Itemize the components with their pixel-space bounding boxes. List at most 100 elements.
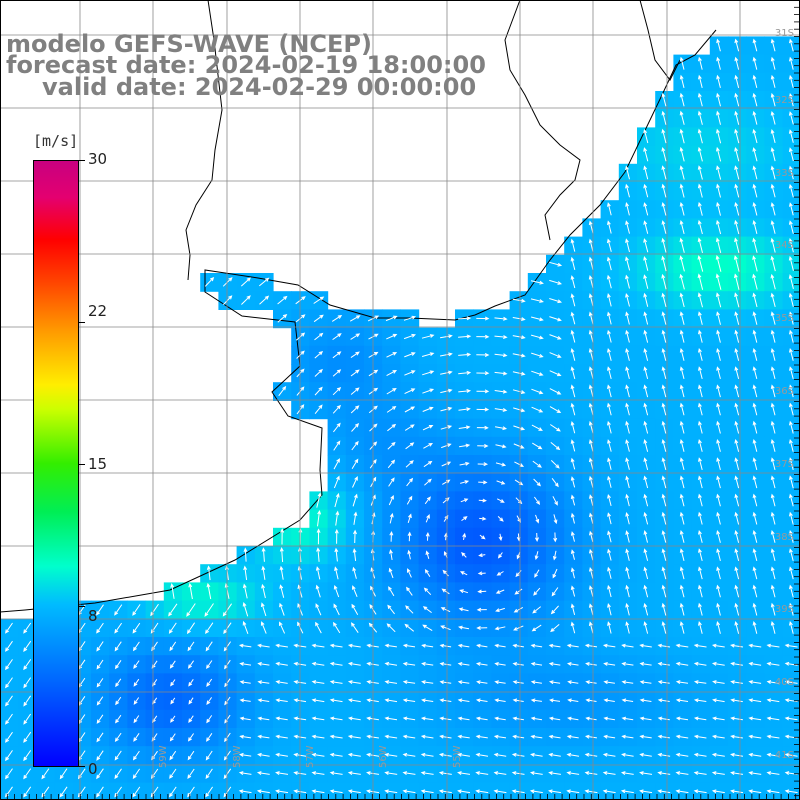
wind-arrow [788,111,794,125]
wind-arrow [661,402,667,416]
wind-arrow [96,786,104,798]
wind-arrow [770,366,776,380]
wind-arrow [239,716,251,721]
wind-arrow [621,698,634,703]
wind-arrow [329,771,343,776]
wind-arrow [549,261,563,267]
wind-arrow [784,752,798,757]
wind-arrow [716,511,721,525]
wind-arrow [329,789,343,794]
wind-arrow [59,768,68,780]
wind-arrow [457,752,470,757]
wind-arrow [698,438,703,452]
wind-arrow [278,385,287,397]
wind-arrow [584,752,598,757]
wind-arrow [748,680,762,685]
wind-arrows [5,38,798,798]
wind-arrow [513,407,526,413]
wind-arrow [661,602,667,616]
wind-arrow [529,771,543,776]
wind-arrow [439,643,452,648]
wind-arrow [332,369,342,377]
wind-arrow [734,511,740,525]
wind-arrow [205,768,213,780]
wind-arrow [588,293,594,307]
wind-arrow [734,202,740,216]
wind-arrow [512,353,526,358]
wind-arrow [422,406,434,412]
wind-arrow [770,384,776,398]
wind-arrow [548,771,561,776]
wind-arrow [716,566,721,580]
wind-arrow [402,698,416,703]
wind-arrow [770,292,776,308]
wind-arrow [457,789,471,794]
wind-arrow [552,496,558,506]
wind-arrow [570,402,576,416]
wind-arrow [402,716,416,721]
wind-arrow [675,680,689,685]
wind-arrow [588,621,594,634]
wind-arrow [770,438,776,452]
wind-arrow [458,389,472,393]
wind-arrow [511,771,525,776]
wind-arrow [697,92,703,107]
wind-arrow [458,352,472,357]
wind-arrow [607,457,612,470]
wind-arrow [311,752,325,757]
wind-arrow [589,548,594,561]
wind-arrow [752,237,758,253]
wind-arrow [59,786,68,798]
wind-arrow [206,697,213,705]
wind-arrow [679,493,685,507]
wind-arrow [114,660,122,670]
wind-arrow [550,624,560,633]
wind-arrow [734,548,740,562]
wind-arrow [440,370,453,375]
lat-label: 31S [774,28,794,39]
wind-arrow [349,315,361,322]
wind-arrow [570,329,576,343]
wind-arrow [347,734,361,739]
wind-arrow [261,583,266,599]
wind-arrow [459,571,468,576]
wind-arrow [752,584,758,598]
wind-arrow [476,407,490,412]
wind-arrow [789,566,794,580]
wind-arrow [679,457,685,471]
wind-arrow [679,621,685,634]
wind-arrow [475,662,488,666]
wind-arrow [512,643,524,648]
wind-arrow [115,696,122,706]
wind-arrow [333,603,340,616]
wind-arrow [570,293,576,307]
wind-arrow [588,238,594,252]
wind-arrow [570,384,576,398]
wind-arrow [567,698,579,703]
lat-label: 40S [774,677,794,688]
wind-arrow [389,530,394,542]
wind-arrow [716,165,722,180]
wind-arrow [275,716,288,721]
wind-arrow [711,734,725,739]
wind-arrow [734,311,740,325]
wind-arrow [277,313,288,323]
wind-arrow [512,680,524,685]
wind-arrow [311,716,325,721]
wind-arrow [551,478,559,488]
wind-arrow [169,733,176,742]
wind-arrow [570,238,576,252]
wind-arrow [585,680,597,685]
wind-arrow [643,202,649,216]
wind-arrow [788,292,794,307]
wind-arrow [734,620,740,634]
wind-arrow [280,528,285,545]
wind-arrow [788,147,794,162]
wind-arrow [588,439,594,452]
wind-arrow [132,768,141,780]
wind-arrow [679,529,685,543]
wind-arrow [386,370,398,377]
wind-arrow [549,334,562,340]
wind-arrow [716,438,721,452]
